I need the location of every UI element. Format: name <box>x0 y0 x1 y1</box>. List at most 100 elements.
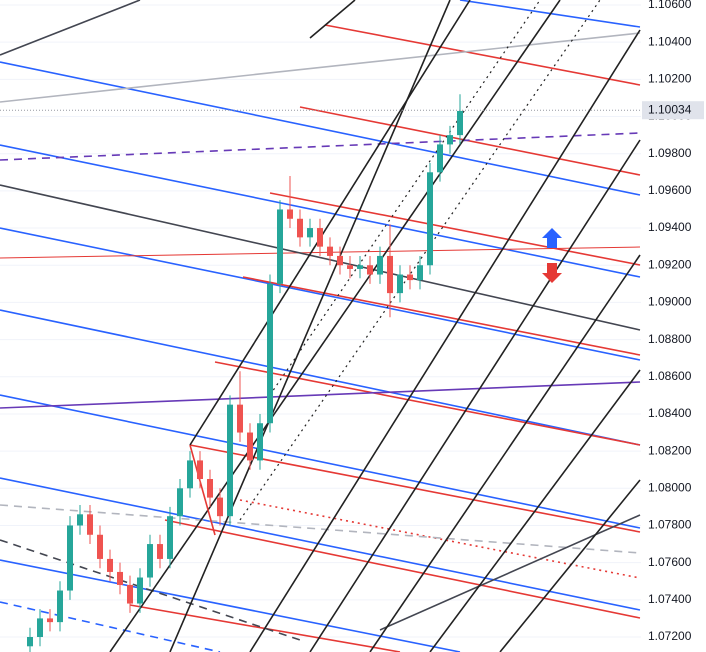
candle-body <box>417 265 423 281</box>
last-price-label: 1.10034 <box>648 102 692 116</box>
trend-line <box>0 32 641 103</box>
candle-body <box>437 144 443 173</box>
pitchfork <box>369 254 641 652</box>
y-tick-label: 1.09200 <box>648 257 692 271</box>
trend-line <box>164 519 641 619</box>
candle-body <box>237 404 243 433</box>
candle-body <box>87 514 93 535</box>
candles <box>27 94 463 652</box>
candle-body <box>347 265 353 269</box>
y-tick-label: 1.09800 <box>648 146 692 160</box>
candle-body <box>47 618 53 623</box>
candle-body <box>157 544 163 559</box>
candle-body <box>357 265 363 269</box>
grid <box>0 4 641 638</box>
candle-body <box>127 584 133 604</box>
candle-body <box>297 218 303 238</box>
drawings <box>0 0 641 652</box>
candle-body <box>277 209 283 284</box>
y-tick-label: 1.10600 <box>648 0 692 11</box>
trend-line <box>0 477 641 611</box>
candle-body <box>257 423 263 461</box>
trend-line <box>0 309 641 446</box>
y-tick-label: 1.07600 <box>648 555 692 569</box>
down-arrow <box>542 263 562 283</box>
candle-body <box>177 488 183 517</box>
pitchfork <box>109 0 561 652</box>
y-tick-label: 1.09400 <box>648 220 692 234</box>
candle-body <box>207 479 213 498</box>
candle-body <box>77 514 83 526</box>
candle-body <box>57 590 63 623</box>
candle-body <box>337 255 343 266</box>
y-tick-label: 1.09000 <box>648 295 692 309</box>
candle-body <box>367 265 373 275</box>
pitchfork <box>269 0 541 396</box>
candle-body <box>167 516 173 559</box>
candle-body <box>317 228 323 247</box>
trend-line <box>0 539 301 641</box>
pitchfork <box>249 29 641 652</box>
candle-body <box>457 110 463 136</box>
up-arrow <box>542 228 562 248</box>
candle-body <box>147 544 153 578</box>
candle-body <box>247 432 253 461</box>
y-tick-label: 1.09600 <box>648 183 692 197</box>
trend-line <box>0 601 221 652</box>
trend-line <box>0 132 641 161</box>
candle-body <box>117 571 123 585</box>
y-tick-label: 1.10200 <box>648 72 692 86</box>
trend-line <box>299 106 641 176</box>
trend-line <box>0 394 641 529</box>
candle-body <box>187 460 193 489</box>
trend-line <box>0 144 641 278</box>
candle-body <box>267 283 273 424</box>
candle-body <box>307 228 313 238</box>
y-tick-label: 1.08400 <box>648 406 692 420</box>
pitchfork <box>169 0 451 652</box>
last-price-box <box>642 101 704 120</box>
trend-line <box>0 559 461 652</box>
pitchfork <box>309 0 356 39</box>
pitchfork <box>429 369 641 652</box>
trend-line <box>0 504 641 554</box>
trend-line <box>0 0 141 56</box>
y-tick-label: 1.07400 <box>648 592 692 606</box>
candle-body <box>227 404 233 517</box>
candle-body <box>137 577 143 604</box>
candle-body <box>427 172 433 266</box>
y-tick-label: 1.08800 <box>648 332 692 346</box>
trend-line <box>242 276 641 356</box>
trend-line <box>0 227 641 361</box>
candle-body <box>37 618 43 637</box>
candle-body <box>327 246 333 256</box>
candle-body <box>397 274 403 294</box>
candle-body <box>27 637 33 647</box>
trend-line <box>239 499 641 579</box>
candle-body <box>407 274 413 281</box>
candle-body <box>377 255 383 275</box>
candle-body <box>287 209 293 219</box>
y-tick-label: 1.10400 <box>648 34 692 48</box>
candle-body <box>447 135 453 145</box>
pitchfork <box>189 0 471 446</box>
trend-line <box>214 361 641 446</box>
candle-body <box>217 497 223 517</box>
candle-body <box>107 558 113 572</box>
candle-body <box>67 525 73 591</box>
y-tick-label: 1.08200 <box>648 443 692 457</box>
y-tick-label: 1.07800 <box>648 518 692 532</box>
trend-line <box>269 192 641 266</box>
y-tick-label: 1.07200 <box>648 629 692 643</box>
trend-line <box>0 381 641 409</box>
trend-line <box>324 24 641 86</box>
y-tick-label: 1.08000 <box>648 480 692 494</box>
candle-body <box>197 460 203 479</box>
pitchfork <box>499 479 641 652</box>
candle-body <box>387 255 393 294</box>
trend-line <box>0 61 641 196</box>
y-tick-label: 1.08600 <box>648 369 692 383</box>
pitchfork <box>189 444 216 536</box>
pitchfork <box>309 139 641 652</box>
